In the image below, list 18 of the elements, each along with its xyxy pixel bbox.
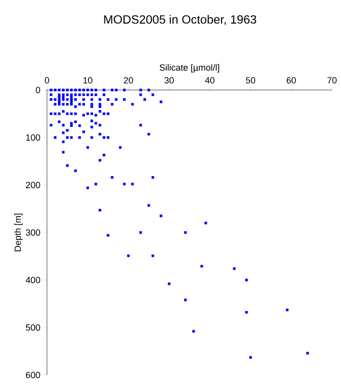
- y-tick-label: 200: [26, 182, 40, 188]
- x-tick-label: 20: [124, 77, 134, 84]
- y-tick-label: 400: [26, 276, 40, 284]
- y-tick-label: 500: [26, 324, 40, 331]
- y-axis-title: Depth [m]: [14, 214, 23, 252]
- x-tick-label: 70: [327, 77, 337, 84]
- x-tick-label: 30: [164, 77, 174, 84]
- y-tick-label: 100: [26, 134, 40, 141]
- x-tick-label: 0: [44, 77, 50, 84]
- chart-title: MODS2005 in October, 1963: [104, 14, 256, 26]
- y-tick-label: 300: [26, 229, 40, 236]
- x-tick-label: 50: [246, 77, 256, 84]
- y-tick-label: 600: [26, 372, 40, 378]
- x-axis-title: Silicate [µmol/l]: [160, 64, 220, 72]
- x-tick-label: 40: [205, 77, 214, 84]
- y-tick-label: 0: [36, 86, 40, 94]
- x-tick-label: 10: [83, 77, 92, 84]
- x-tick-label: 60: [286, 77, 296, 84]
